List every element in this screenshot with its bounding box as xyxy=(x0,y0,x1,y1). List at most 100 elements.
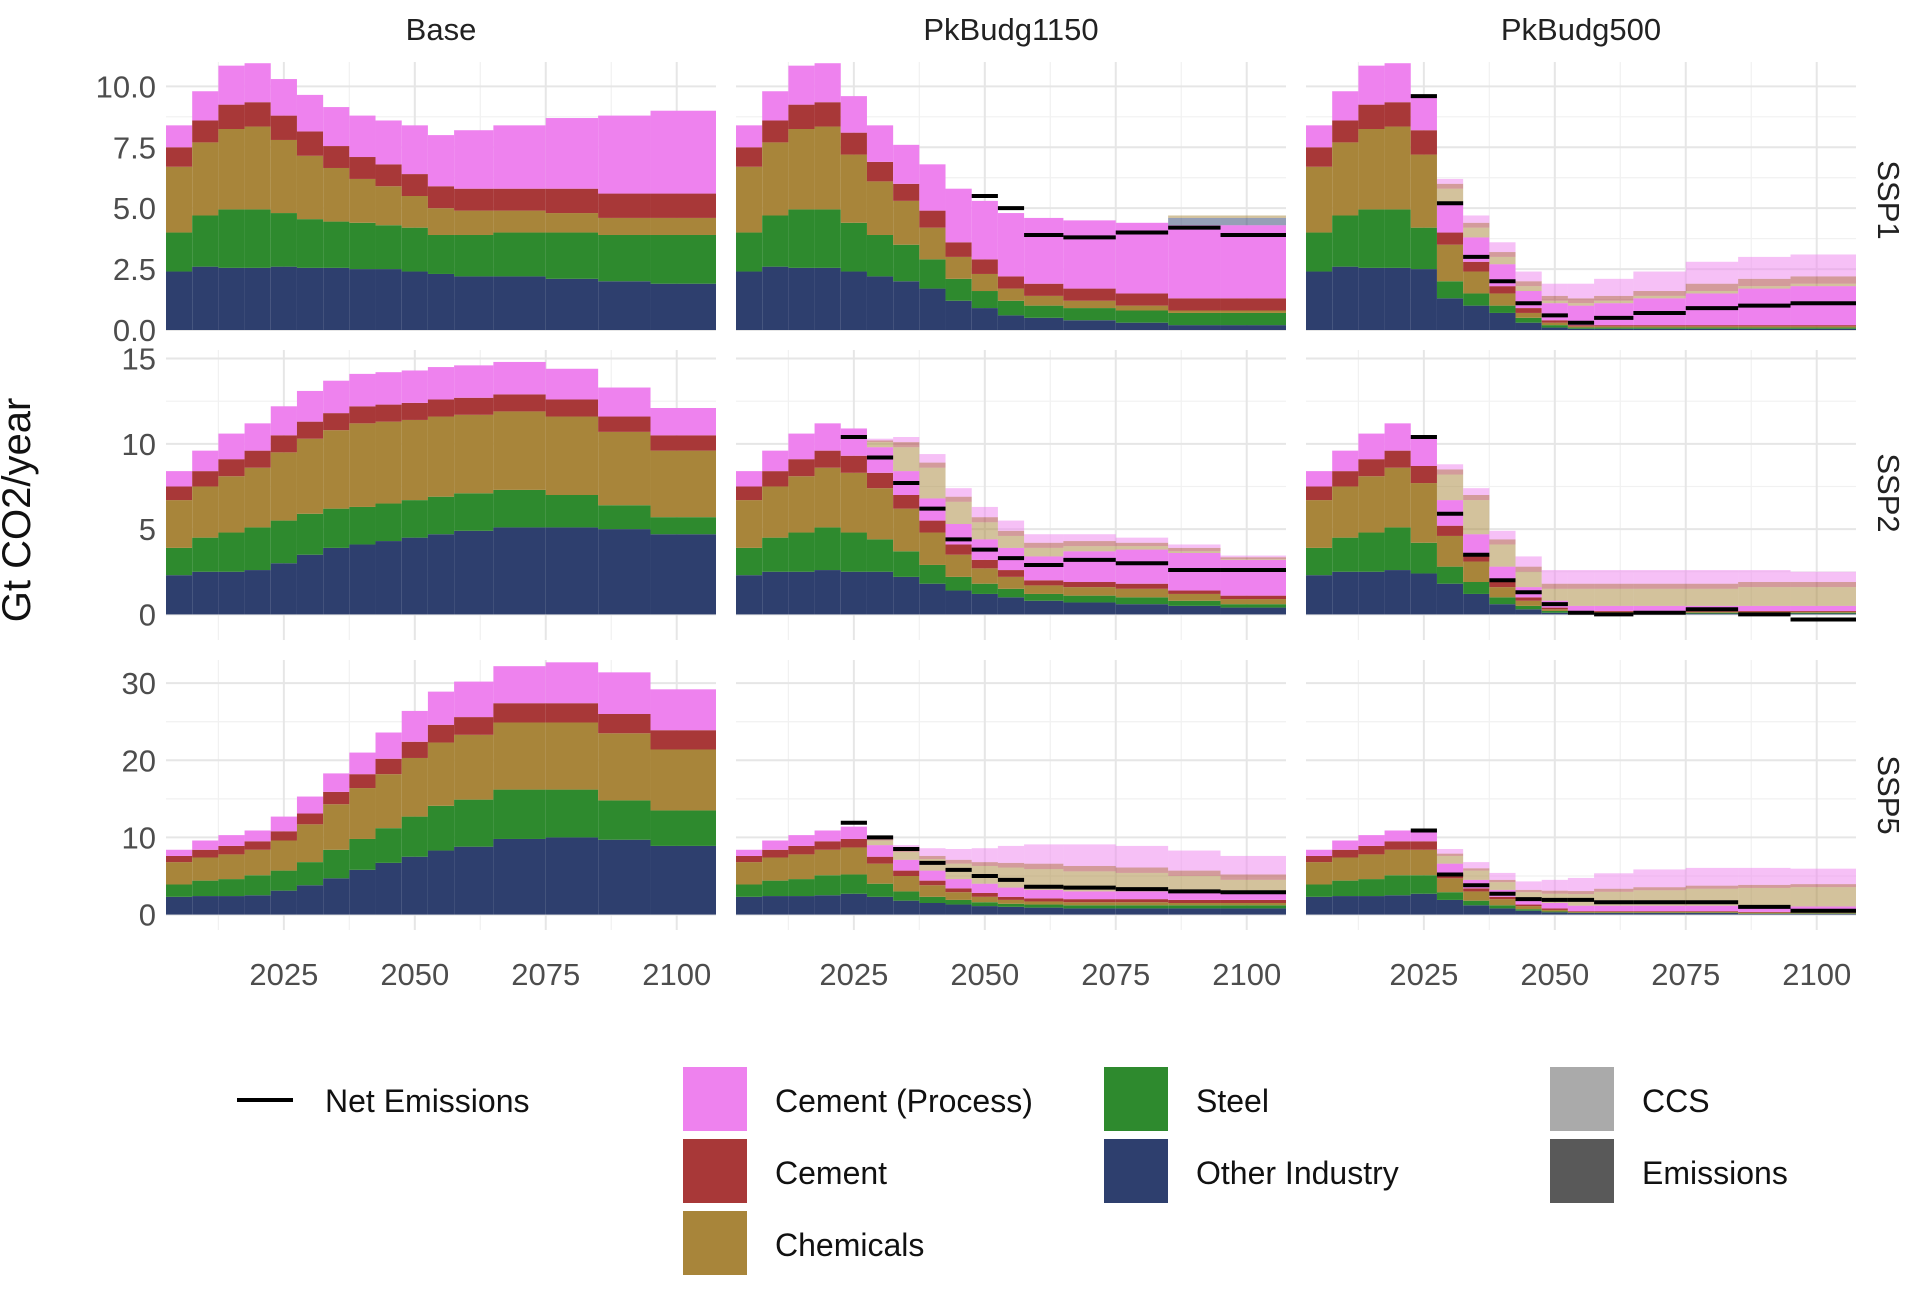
bar-segment-cement-process- xyxy=(1221,560,1286,596)
bar-segment-cement-process- xyxy=(598,388,650,417)
bar-segment-other-industry xyxy=(893,901,919,915)
ccs-segment-chemicals xyxy=(1633,296,1685,298)
bar-segment-steel xyxy=(736,233,762,272)
bar-segment-other-industry xyxy=(919,903,945,915)
bar-segment-chemicals xyxy=(1437,878,1463,892)
bar-segment-cement-process- xyxy=(1385,63,1411,102)
bar-segment-other-industry xyxy=(402,857,428,915)
bar-segment-other-industry xyxy=(1221,325,1286,330)
bar-segment-cement-process- xyxy=(493,125,545,188)
bar-segment-cement xyxy=(1306,856,1332,862)
bar-segment-cement-process- xyxy=(297,95,323,132)
ccs-segment-cement xyxy=(1516,567,1542,572)
facet-panel-pkbudg500-ssp1 xyxy=(1306,62,1856,330)
bar-segment-steel xyxy=(166,548,192,575)
bar-segment-chemicals xyxy=(323,168,349,222)
ccs-segment-cement xyxy=(1516,890,1542,892)
bar-segment-steel xyxy=(454,235,493,276)
bar-segment-chemicals xyxy=(428,417,454,497)
bar-segment-cement xyxy=(1542,908,1568,910)
bar-segment-steel xyxy=(218,533,244,572)
bar-segment-other-industry xyxy=(192,267,218,330)
ccs-segment-cement-process- xyxy=(867,439,893,441)
bar-segment-chemicals xyxy=(598,432,650,505)
bar-segment-steel xyxy=(428,497,454,535)
bar-segment-chemicals xyxy=(1489,293,1515,305)
bar-segment-other-industry xyxy=(1686,614,1738,615)
bar-segment-cement xyxy=(1116,584,1168,589)
bar-segment-cement-process- xyxy=(1306,125,1332,147)
bar-segment-chemicals xyxy=(841,155,867,223)
ccs-segment-cement-process- xyxy=(1516,556,1542,566)
bar-segment-chemicals xyxy=(998,577,1024,589)
ccs-segment-cement-process- xyxy=(1489,531,1515,540)
bar-segment-cement-process- xyxy=(762,451,788,471)
bar-segment-cement xyxy=(1463,888,1489,891)
bar-segment-other-industry xyxy=(1594,913,1633,915)
ccs-segment-chemicals xyxy=(1437,189,1463,204)
bar-segment-cement xyxy=(1332,471,1358,486)
bar-segment-cement-process- xyxy=(376,733,402,759)
bar-segment-steel xyxy=(998,589,1024,598)
bar-segment-chemicals xyxy=(218,476,244,532)
bar-segment-other-industry xyxy=(493,839,545,915)
bar-segment-cement xyxy=(297,131,323,155)
bar-segment-chemicals xyxy=(919,228,945,260)
bar-segment-chemicals xyxy=(376,774,402,828)
bar-segment-chemicals xyxy=(1463,272,1489,294)
bar-segment-cement xyxy=(1437,233,1463,245)
bar-segment-cement xyxy=(736,486,762,500)
bar-segment-cement-process- xyxy=(297,391,323,422)
bar-segment-cement-process- xyxy=(454,365,493,397)
ccs-segment-cement xyxy=(1633,887,1685,890)
bar-segment-cement-process- xyxy=(1358,434,1384,460)
bar-segment-cement xyxy=(1116,899,1168,902)
bar-segment-steel xyxy=(598,505,650,529)
bar-segment-chemicals xyxy=(762,857,788,880)
bar-segment-cement-process- xyxy=(867,447,893,473)
ccs-segment-cement-process- xyxy=(1791,869,1856,884)
bar-segment-chemicals xyxy=(218,129,244,209)
bar-segment-chemicals xyxy=(245,127,271,210)
bar-segment-chemicals xyxy=(1116,589,1168,598)
bar-segment-cement-process- xyxy=(598,672,650,714)
bar-segment-other-industry xyxy=(946,591,972,615)
ccs-segment-cement-process- xyxy=(1738,868,1790,885)
ccs-segment-cement-process- xyxy=(1063,844,1115,866)
ccs-segment-chemicals xyxy=(1221,559,1286,560)
bar-segment-other-industry xyxy=(297,885,323,914)
bar-segment-other-industry xyxy=(493,527,545,614)
bar-segment-steel xyxy=(1542,611,1568,613)
bar-segment-other-industry xyxy=(402,272,428,330)
facet-column-title: PkBudg500 xyxy=(1501,12,1661,47)
bar-segment-other-industry xyxy=(323,268,349,330)
bar-segment-other-industry xyxy=(998,907,1024,915)
bar-segment-cement xyxy=(788,846,814,854)
bar-segment-steel xyxy=(972,584,998,594)
bar-segment-cement xyxy=(815,841,841,849)
bar-segment-cement xyxy=(1568,911,1594,912)
bar-segment-cement-process- xyxy=(946,189,972,243)
bar-segment-other-industry xyxy=(1332,572,1358,615)
bar-segment-other-industry xyxy=(1063,908,1115,914)
bar-segment-cement xyxy=(1516,905,1542,907)
ccs-segment-cement-process- xyxy=(1568,570,1594,584)
bar-segment-steel xyxy=(867,884,893,897)
bar-segment-chemicals xyxy=(788,129,814,209)
bar-segment-other-industry xyxy=(598,840,650,915)
ccs-segment-cement-process- xyxy=(919,848,945,856)
ccs-segment-cement xyxy=(1542,891,1568,894)
ccs-segment-cement xyxy=(1686,284,1738,291)
x-tick-label: 2025 xyxy=(819,957,888,992)
bar-segment-chemicals xyxy=(946,257,972,279)
bar-segment-chemicals xyxy=(402,420,428,500)
bar-segment-chemicals xyxy=(166,500,192,548)
bar-segment-other-industry xyxy=(1358,572,1384,615)
bar-segment-chemicals xyxy=(1568,912,1594,913)
bar-segment-cement xyxy=(1063,289,1115,301)
bar-segment-chemicals xyxy=(893,509,919,552)
bar-segment-chemicals xyxy=(1437,536,1463,567)
